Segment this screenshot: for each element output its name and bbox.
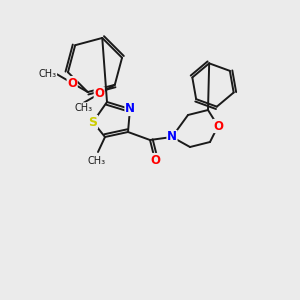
Text: O: O (94, 87, 104, 100)
Text: N: N (125, 103, 135, 116)
Text: CH₃: CH₃ (88, 156, 106, 166)
Text: O: O (150, 154, 160, 166)
Text: O: O (67, 76, 77, 89)
Text: N: N (167, 130, 177, 143)
Text: CH₃: CH₃ (38, 69, 57, 79)
Text: CH₃: CH₃ (75, 103, 93, 113)
Text: O: O (213, 119, 223, 133)
Text: S: S (88, 116, 98, 128)
